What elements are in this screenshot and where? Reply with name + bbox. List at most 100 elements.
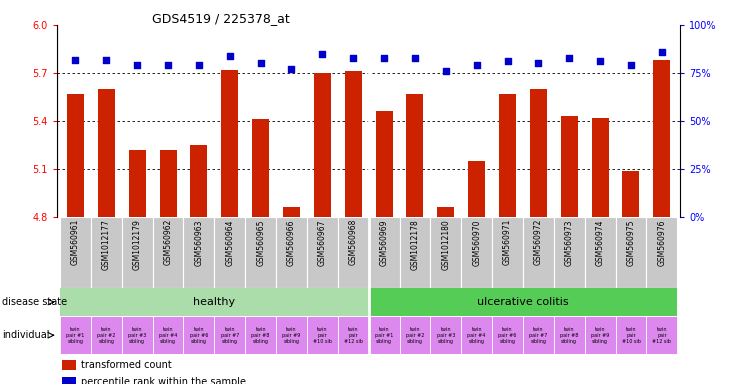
Bar [307,217,338,288]
Bar [437,207,454,384]
Text: twin
pair #8
sibling: twin pair #8 sibling [560,327,578,344]
Point [193,62,204,68]
Bar [221,70,238,384]
Point [69,56,81,63]
Bar [91,316,122,354]
Bar [60,316,91,354]
Text: twin
pair
#10 sib: twin pair #10 sib [621,327,640,344]
Bar [623,170,639,384]
Point [409,55,420,61]
Text: GSM560969: GSM560969 [380,219,388,266]
Text: twin
pair #1
sibling: twin pair #1 sibling [375,327,393,344]
Bar [369,316,399,354]
Bar [369,288,677,316]
Bar [461,217,492,288]
Text: GSM560975: GSM560975 [626,219,636,266]
Bar [431,316,461,354]
Bar [615,217,646,288]
Text: twin
pair #3
sibling: twin pair #3 sibling [437,327,455,344]
Text: GSM560963: GSM560963 [194,219,204,266]
Text: individual: individual [2,330,50,340]
Bar [399,217,431,288]
Text: GDS4519 / 225378_at: GDS4519 / 225378_at [152,12,290,25]
Bar [67,94,84,384]
Bar [215,217,245,288]
Bar [338,316,369,354]
Text: GSM560976: GSM560976 [657,219,666,266]
Bar [91,217,122,288]
Text: GSM1012180: GSM1012180 [442,219,450,270]
Bar [468,161,485,384]
Bar [252,119,269,384]
Bar [615,316,646,354]
Bar [376,111,393,384]
Text: twin
pair #7
sibling: twin pair #7 sibling [220,327,239,344]
Text: GSM560968: GSM560968 [349,219,358,265]
Bar [98,89,115,384]
Bar [215,316,245,354]
Bar [245,316,276,354]
Bar [653,60,670,384]
Bar [60,288,369,316]
Text: GSM560973: GSM560973 [565,219,574,266]
Text: disease state: disease state [2,297,67,307]
Bar [399,316,431,354]
Bar [128,150,146,384]
Text: GSM560972: GSM560972 [534,219,543,265]
Text: GSM560961: GSM560961 [71,219,80,265]
Text: GSM560971: GSM560971 [503,219,512,265]
Bar [646,316,677,354]
Bar [314,73,331,384]
Point [471,62,483,68]
Point [224,53,236,59]
Text: GSM1012178: GSM1012178 [410,219,420,270]
Bar [276,217,307,288]
Bar [591,118,609,384]
Bar [153,316,183,354]
Bar [345,71,361,384]
Text: GSM1012179: GSM1012179 [133,219,142,270]
Text: twin
pair #2
sibling: twin pair #2 sibling [406,327,424,344]
Text: GSM560966: GSM560966 [287,219,296,266]
Text: GSM560965: GSM560965 [256,219,265,266]
Text: twin
pair #4
sibling: twin pair #4 sibling [159,327,177,344]
Point [378,55,390,61]
Bar [523,217,554,288]
Bar [554,316,585,354]
Point [440,68,452,74]
Bar [62,359,76,370]
Bar [646,217,677,288]
Text: twin
pair #2
sibling: twin pair #2 sibling [97,327,115,344]
Text: GSM560974: GSM560974 [596,219,604,266]
Bar [585,316,615,354]
Bar [122,217,153,288]
Text: twin
pair #8
sibling: twin pair #8 sibling [251,327,270,344]
Text: twin
pair #3
sibling: twin pair #3 sibling [128,327,147,344]
Bar [461,316,492,354]
Text: twin
pair
#12 sib: twin pair #12 sib [344,327,363,344]
Bar [160,150,177,384]
Text: twin
pair
#10 sib: twin pair #10 sib [313,327,332,344]
Text: twin
pair #9
sibling: twin pair #9 sibling [591,327,610,344]
Bar [62,377,76,384]
Bar [431,217,461,288]
Bar [499,94,516,384]
Text: ulcerative colitis: ulcerative colitis [477,297,569,307]
Bar [338,217,369,288]
Point [255,60,266,66]
Text: healthy: healthy [193,297,235,307]
Bar [492,217,523,288]
Bar [183,217,215,288]
Bar [369,217,399,288]
Text: twin
pair #1
sibling: twin pair #1 sibling [66,327,85,344]
Text: twin
pair #9
sibling: twin pair #9 sibling [283,327,301,344]
Point [533,60,545,66]
Text: GSM560970: GSM560970 [472,219,481,266]
Point [564,55,575,61]
Bar [530,89,547,384]
Bar [283,207,300,384]
Text: percentile rank within the sample: percentile rank within the sample [81,377,246,384]
Bar [554,217,585,288]
Bar [183,316,215,354]
Point [131,62,143,68]
